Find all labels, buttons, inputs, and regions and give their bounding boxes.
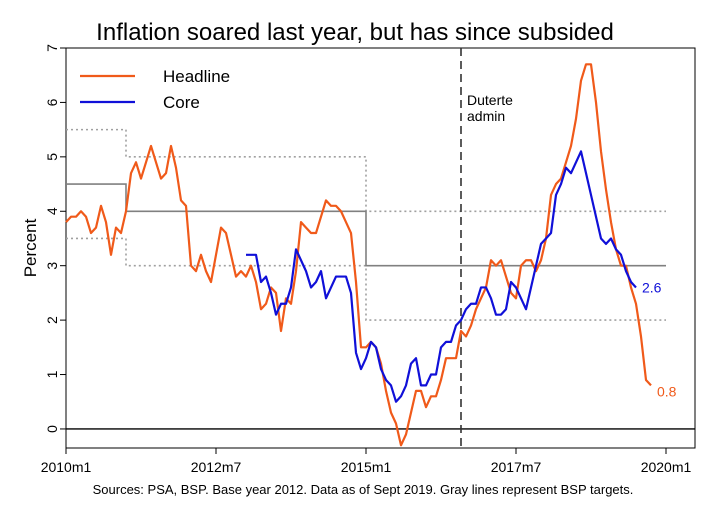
- duterte-annotation: Duterte admin: [460, 48, 513, 448]
- y-axis: 0 1 2 3 4 5 6 7: [44, 44, 66, 433]
- target-band-lower: [66, 237, 666, 321]
- y-tick-label: 4: [44, 207, 60, 215]
- x-tick-label: 2012m7: [191, 459, 242, 475]
- target-lines: [66, 128, 666, 321]
- annotation-line-2: admin: [467, 108, 505, 124]
- y-tick-label: 2: [44, 316, 60, 324]
- series-line-headline: [65, 63, 652, 447]
- x-axis: 2010m1 2012m7 2015m1 2017m7 2020m1: [41, 448, 692, 475]
- target-midpoint: [66, 183, 666, 267]
- end-label-core: 2.6: [642, 279, 662, 295]
- x-tick-label: 2017m7: [491, 459, 542, 475]
- legend-label-headline: Headline: [163, 67, 230, 86]
- series-line-core: [246, 150, 637, 403]
- y-axis-label: Percent: [21, 218, 40, 277]
- y-tick-label: 1: [44, 370, 60, 378]
- annotation-line-1: Duterte: [467, 92, 513, 108]
- x-tick-label: 2010m1: [41, 459, 92, 475]
- source-caption: Sources: PSA, BSP. Base year 2012. Data …: [93, 482, 634, 497]
- target-band-upper: [66, 128, 666, 213]
- series-lines: [65, 63, 652, 447]
- end-label-headline: 0.8: [657, 383, 677, 399]
- y-tick-label: 6: [44, 98, 60, 106]
- y-tick-label: 7: [44, 44, 60, 52]
- legend-label-core: Core: [163, 93, 200, 112]
- y-tick-label: 3: [44, 262, 60, 270]
- y-tick-label: 0: [44, 425, 60, 433]
- x-tick-label: 2020m1: [641, 459, 692, 475]
- y-tick-label: 5: [44, 153, 60, 161]
- legend: Headline Core: [80, 67, 230, 112]
- chart-title: Inflation soared last year, but has sinc…: [96, 19, 614, 46]
- x-tick-label: 2015m1: [341, 459, 392, 475]
- plot-frame: [65, 47, 696, 449]
